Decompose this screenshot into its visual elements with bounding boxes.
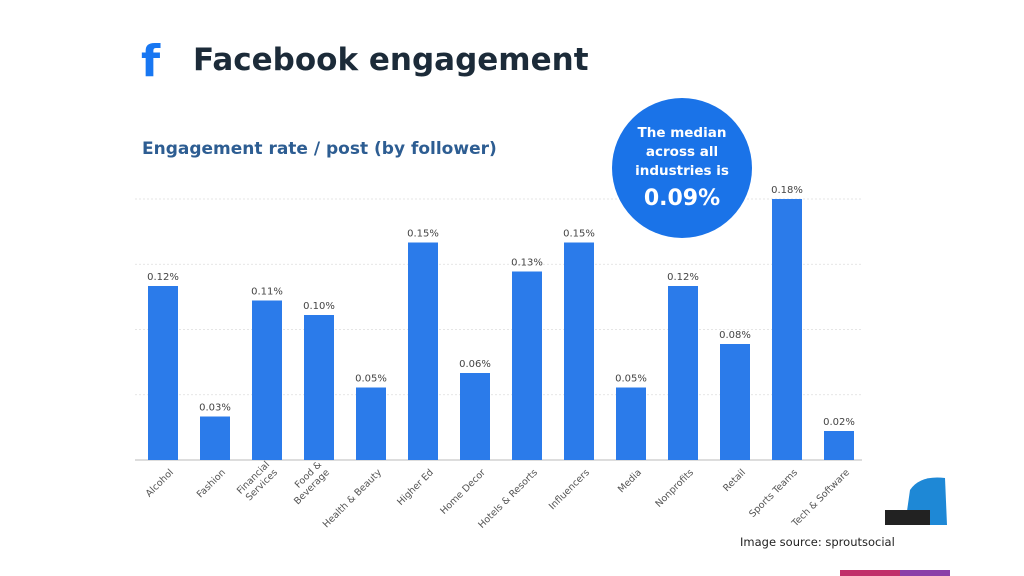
data-label: 0.05%	[615, 374, 647, 385]
bar-fashion	[200, 416, 230, 460]
bar-media	[616, 387, 646, 460]
x-tick-label: Home Decor	[438, 467, 488, 517]
bar-sports-teams	[772, 199, 802, 460]
bar-nonprofits	[668, 286, 698, 460]
bar-influencers	[564, 242, 594, 460]
bar-health-beauty	[356, 387, 386, 460]
facebook-icon: f	[141, 36, 161, 87]
data-label: 0.03%	[199, 403, 231, 414]
page-title: Facebook engagement	[193, 42, 589, 78]
x-tick-label: Fashion	[195, 467, 228, 500]
x-tick-label: Nonprofits	[653, 467, 696, 510]
x-tick-label: Alcohol	[144, 467, 176, 499]
corner-logo-fragment	[885, 477, 947, 525]
data-label: 0.10%	[303, 301, 335, 312]
data-label: 0.18%	[771, 185, 803, 196]
chart-subtitle: Engagement rate / post (by follower)	[142, 139, 497, 159]
x-tick-label: FinancialServices	[235, 459, 280, 504]
data-label: 0.15%	[563, 229, 595, 240]
image-source-credit: Image source: sproutsocial	[740, 535, 895, 549]
bar-financial-services	[252, 300, 282, 460]
x-tick-label: Retail	[721, 467, 748, 494]
bar-higher-ed	[408, 242, 438, 460]
x-tick-label: Media	[616, 467, 644, 495]
x-tick-label: Influencers	[547, 467, 592, 512]
median-callout: The median across all industries is 0.09…	[612, 98, 752, 238]
bar-alcohol	[148, 286, 178, 460]
data-label: 0.12%	[147, 272, 179, 283]
x-tick-label: Tech & Software	[789, 467, 852, 530]
bar-hotels-resorts	[512, 271, 542, 460]
data-label: 0.15%	[407, 229, 439, 240]
x-tick-label: Higher Ed	[395, 467, 436, 508]
x-tick-label: Sports Teams	[747, 467, 800, 520]
median-callout-value: 0.09%	[643, 185, 721, 211]
bar-tech-software	[824, 431, 854, 460]
data-label: 0.02%	[823, 417, 855, 428]
bar-retail	[720, 344, 750, 460]
data-label: 0.06%	[459, 359, 491, 370]
data-label: 0.13%	[511, 258, 543, 269]
bottom-decoration	[840, 570, 950, 576]
bar-food-beverage	[304, 315, 334, 460]
data-label: 0.08%	[719, 330, 751, 341]
data-label: 0.11%	[251, 287, 283, 298]
x-tick-label: Food &Beverage	[284, 459, 332, 507]
bar-home-decor	[460, 373, 490, 460]
median-callout-text: The median across all industries is	[635, 124, 729, 179]
data-label: 0.12%	[667, 272, 699, 283]
data-label: 0.05%	[355, 374, 387, 385]
